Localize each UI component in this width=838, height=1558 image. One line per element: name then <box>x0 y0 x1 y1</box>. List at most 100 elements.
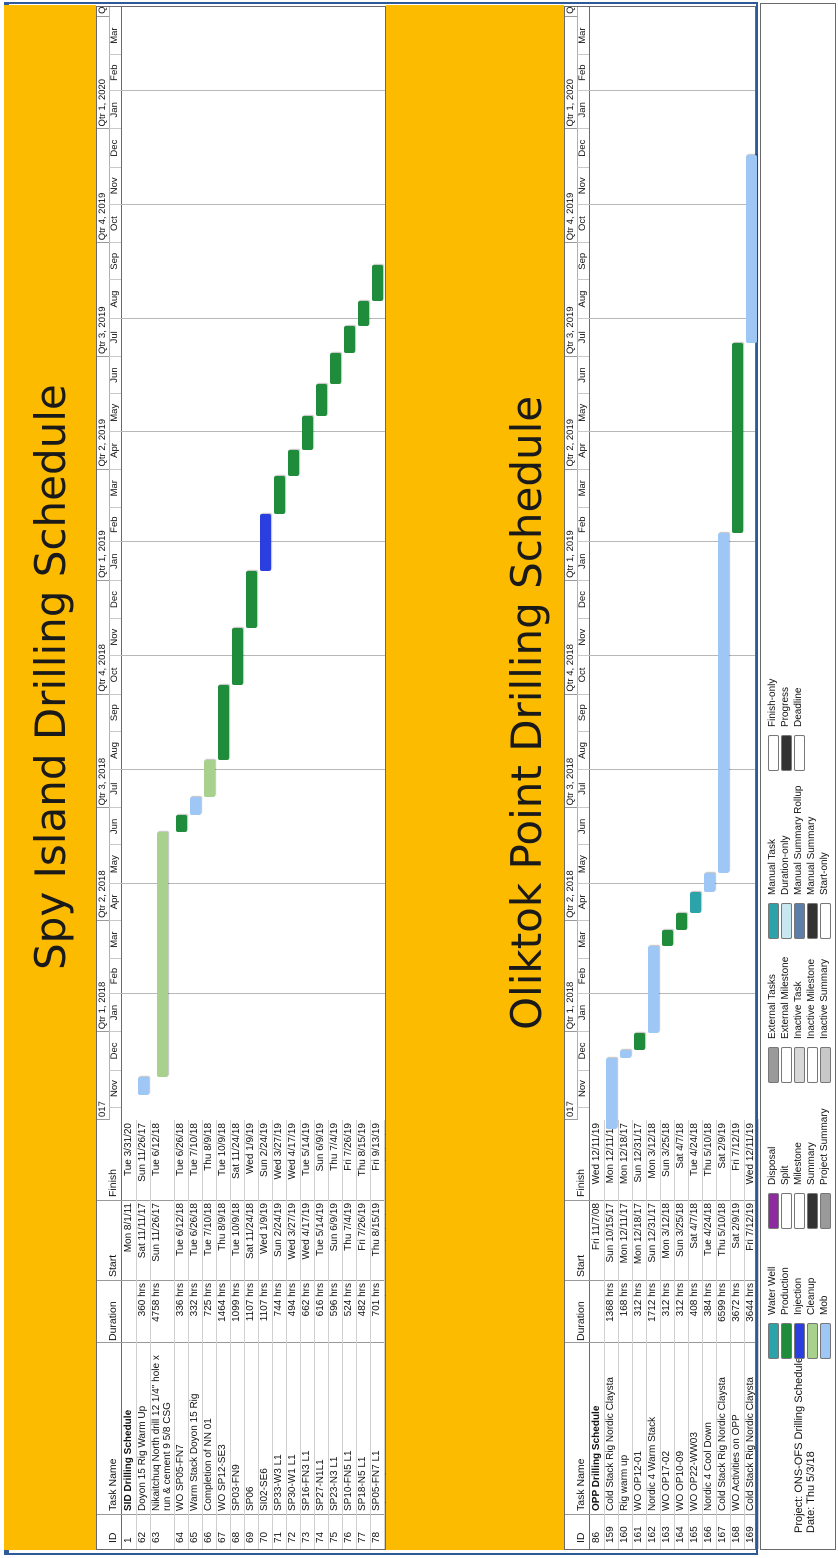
legend-label: Milestone <box>793 1142 804 1185</box>
cell-finish: Sun 3/25/18 <box>661 1123 672 1177</box>
legend-swatch <box>768 1323 779 1359</box>
col-header-duration: Duration <box>575 1301 587 1341</box>
legend-item: Manual Summary Rollup <box>793 786 805 939</box>
cell-id: 75 <box>329 1531 340 1543</box>
quarter-label: Qtr 4, 2019 <box>97 131 109 244</box>
legend-swatch <box>781 1323 792 1359</box>
cell-name: SP33-W3 L1 <box>273 1454 284 1511</box>
quarter-label: Qtr 2, 2018 <box>565 808 577 921</box>
task-row: 161 WO OP12-01 312 hrs Mon 12/18/17 Sun 12/3… <box>632 1119 647 1549</box>
month-label: May <box>109 394 121 433</box>
cell-duration: 1107 hrs <box>245 1283 256 1322</box>
legend-item: Cleanup <box>806 1219 818 1359</box>
quarter-label: Qtr 2, 2019 <box>97 357 109 470</box>
cell-name: WO SP05-FN7 <box>175 1444 186 1511</box>
legend-item: Deadline <box>793 631 805 771</box>
quarter-label-trailing: Q <box>97 2 109 17</box>
cell-finish: Fri 7/26/19 <box>343 1123 354 1171</box>
cell-name: Cold Stack Rig Nordic Claysta <box>717 1377 728 1511</box>
month-label: Dec <box>577 129 589 168</box>
task-row: 73 SP16-FN3 L1 662 hrs Wed 4/17/19 Tue 5/14/… <box>300 1119 315 1549</box>
col-header-name: Task Name <box>575 1458 587 1511</box>
cell-id: 159 <box>605 1526 616 1543</box>
month-label: Dec <box>577 1032 589 1071</box>
cell-id: 162 <box>647 1526 658 1543</box>
cell-id: 1 <box>123 1537 134 1543</box>
gantt-chart-oliktok: 017 Qtr 1, 2018 Qtr 2, 2018 Qtr 3, 2018 Qtr … <box>564 2 757 1129</box>
cell-id: 165 <box>689 1526 700 1543</box>
cell-start: Mon 8/1/11 <box>123 1203 134 1253</box>
quarter-gridline <box>589 90 755 92</box>
month-label: Feb <box>109 507 121 543</box>
cell-start: Mon 12/11/17 <box>619 1203 630 1264</box>
legend-label: Finish-only <box>767 678 778 727</box>
month-label: Mar <box>109 16 121 56</box>
quarter-label: Qtr 1, 2020 <box>97 17 109 130</box>
col-header-id: ID <box>107 1532 119 1544</box>
cell-finish: Wed 1/9/19 <box>245 1123 256 1174</box>
cell-finish: Thu 8/9/18 <box>203 1123 214 1171</box>
task-row: 162 Nordic 4 Warm Stack 1712 hrs Sun 12/31/… <box>646 1119 661 1549</box>
legend-swatch <box>807 1047 818 1083</box>
cell-start: Sat 4/7/18 <box>689 1203 700 1249</box>
cell-name: SP05-FN7 L1 <box>371 1450 382 1511</box>
quarter-label: Qtr 1, 2018 <box>565 920 577 1033</box>
spy-island-panel: Spy Island Drilling Schedule ID Task Name… <box>4 2 427 1550</box>
gantt-bar-production <box>273 475 285 515</box>
cell-id: 73 <box>301 1531 312 1543</box>
cell-name: WO OP12-01 <box>633 1450 644 1511</box>
month-label: Aug <box>577 731 589 771</box>
gantt-bar-mob <box>647 945 659 1034</box>
cell-finish: Sun 2/24/19 <box>259 1123 270 1177</box>
quarter-gridline <box>121 317 385 319</box>
legend-swatch <box>820 1323 831 1359</box>
cell-finish: Sun 12/31/17 <box>633 1123 644 1183</box>
quarter-gridline <box>121 769 385 771</box>
task-row: 78 SP05-FN7 L1 701 hrs Thu 8/15/19 Fri 9/13/… <box>370 1119 385 1549</box>
table-header: ID Task Name Duration Start Finish <box>565 1119 590 1549</box>
month-label: Apr <box>577 432 589 470</box>
quarter-label: Qtr 1, 2020 <box>565 17 577 130</box>
cell-name: Doyon 15 Rig Warm Up <box>137 1405 148 1511</box>
legend-swatch <box>794 1193 805 1229</box>
gantt-bar-cleanup <box>156 831 168 1077</box>
legend-item: Duration-only <box>780 799 792 939</box>
cell-duration: 1368 hrs <box>605 1283 616 1322</box>
month-label: Mar <box>109 469 121 508</box>
quarter-gridline <box>121 541 385 543</box>
cell-finish: Tue 10/9/18 <box>217 1123 228 1177</box>
cell-name: Nordic 4 Cool Down <box>703 1422 714 1511</box>
gantt-bar-injection <box>259 514 271 571</box>
cell-start: Thu 7/4/19 <box>343 1203 354 1251</box>
cell-duration: 744 hrs <box>273 1283 284 1317</box>
task-row: 74 SP27-N1L1 616 hrs Tue 5/14/19 Sun 6/9/19 <box>314 1119 329 1549</box>
cell-start: Tue 5/14/19 <box>315 1203 326 1257</box>
quarter-label: Qtr 1, 2019 <box>565 468 577 581</box>
legend-item: Injection <box>793 1219 805 1359</box>
cell-id: 163 <box>661 1526 672 1543</box>
gantt-bar-production <box>357 301 369 327</box>
legend-item: Inactive Milestone <box>806 943 818 1083</box>
cell-start: Sun 10/15/17 <box>605 1203 616 1263</box>
cell-duration: 616 hrs <box>315 1283 326 1317</box>
month-label: Nov <box>577 1070 589 1108</box>
cell-finish: Sun 11/26/17 <box>137 1123 148 1182</box>
chart-title-oliktok: Oliktok Point Drilling Schedule <box>502 395 551 1030</box>
cell-id: 72 <box>287 1531 298 1543</box>
cell-name: SID Drilling Schedule <box>123 1409 134 1511</box>
gantt-bar-production <box>287 449 299 476</box>
cell-name: Cold Stack Rig Nordic Claysta <box>745 1377 756 1511</box>
legend-item: Mob <box>819 1219 831 1359</box>
cell-duration: 168 hrs <box>619 1283 630 1317</box>
month-label: Jul <box>577 770 589 809</box>
cell-finish: Tue 7/10/18 <box>189 1123 200 1177</box>
legend-label: External Milestone <box>780 956 791 1039</box>
month-label: Apr <box>577 883 589 921</box>
cell-start: Mon 3/12/18 <box>661 1203 672 1259</box>
month-label: Mar <box>577 16 589 56</box>
legend-label: Inactive Milestone <box>806 958 817 1039</box>
month-label: Jan <box>109 993 121 1033</box>
project-date: Date: Thu 5/3/18 <box>805 1451 817 1533</box>
task-row: 71 SP33-W3 L1 744 hrs Sun 2/24/19 Wed 3/27/1… <box>272 1119 287 1549</box>
month-label: Aug <box>109 731 121 771</box>
